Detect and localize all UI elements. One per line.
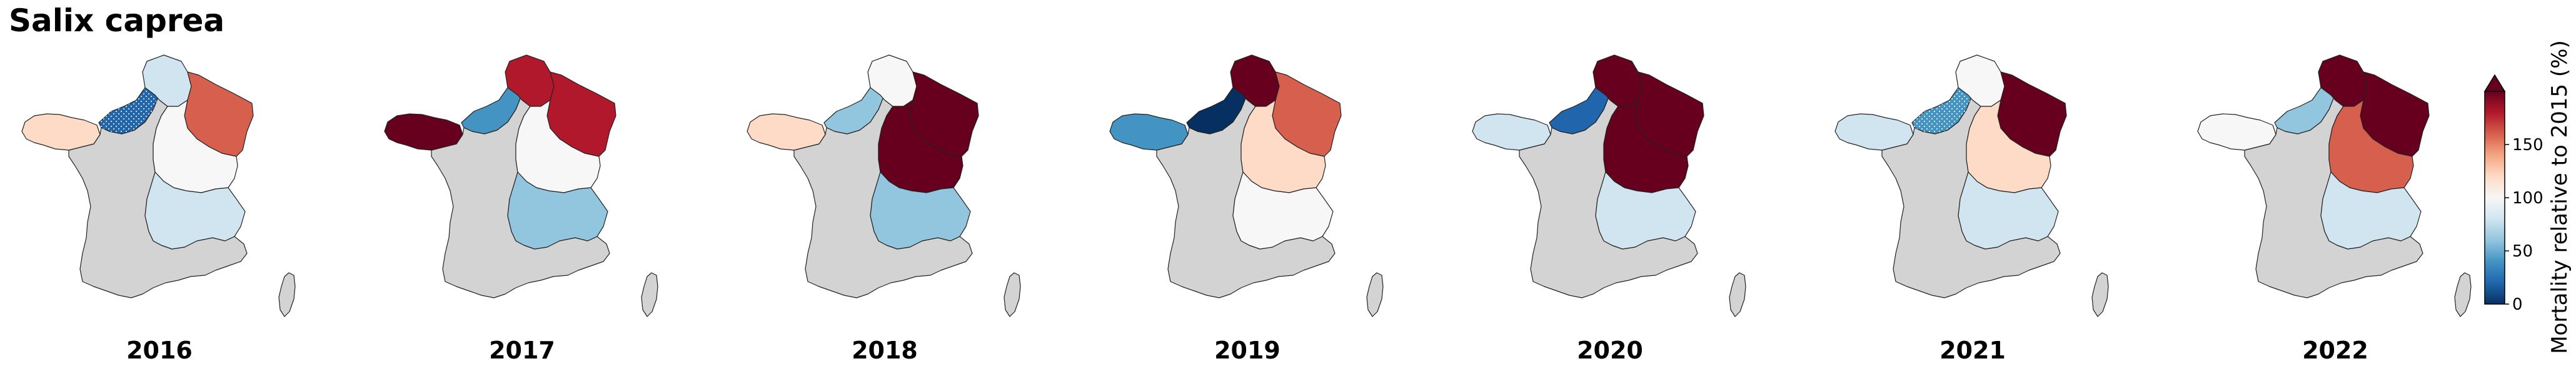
region-normandie-hatch	[1912, 80, 1971, 134]
year-label: 2017	[489, 337, 555, 364]
year-label: 2022	[2302, 337, 2368, 364]
region-auvergne-rh-ne-alpes	[507, 171, 608, 250]
region-bretagne	[21, 113, 101, 151]
region-auvergne-rh-ne-alpes	[870, 171, 971, 250]
year-label: 2019	[1214, 337, 1280, 364]
colorbar-label: Mortality relative to 2015 (%)	[2547, 40, 2572, 354]
map-panel-2020: 2020	[1472, 54, 1746, 364]
region-bretagne	[1834, 113, 1914, 151]
map-panel-2019: 2019	[1109, 54, 1384, 364]
year-label: 2020	[1577, 337, 1643, 364]
map-panel-2022: 2022	[2197, 54, 2472, 364]
region-bretagne	[384, 113, 463, 151]
region-normandie	[1186, 79, 1247, 135]
region-normandie	[1549, 79, 1609, 135]
region-auvergne-rh-ne-alpes	[1595, 171, 1696, 250]
region-bretagne	[1109, 113, 1189, 151]
colorbar-tick-label: 0	[2512, 295, 2523, 314]
region-corse	[1729, 272, 1746, 317]
colorbar-gradient	[2484, 91, 2505, 305]
region-corse	[1004, 272, 1021, 317]
colorbar-tick-label: 150	[2512, 136, 2543, 155]
region-auvergne-rh-ne-alpes	[1232, 171, 1334, 250]
colorbar-tick-label: 50	[2512, 242, 2533, 261]
map-panel-2018: 2018	[747, 54, 1021, 364]
region-corse	[1366, 272, 1384, 317]
region-auvergne-rh-ne-alpes	[2320, 171, 2422, 250]
colorbar: 0 50 100 150 Mortality relative to 2015 (%)	[2483, 40, 2572, 354]
region-corse	[641, 272, 658, 317]
region-auvergne-rh-ne-alpes	[1958, 171, 2059, 250]
map-panel-2017: 2017	[384, 54, 658, 364]
region-bretagne	[2197, 113, 2277, 151]
region-normandie	[461, 79, 521, 135]
region-auvergne-rh-ne-alpes	[144, 171, 246, 250]
map-panel-2021: 2021	[1834, 54, 2109, 364]
colorbar-extend-arrow	[2483, 74, 2506, 92]
colorbar-tick-label: 100	[2512, 189, 2543, 208]
region-corse	[2091, 272, 2109, 317]
region-corse	[278, 272, 296, 317]
region-corse	[2454, 272, 2472, 317]
map-panel-2016: 2016	[21, 54, 296, 364]
year-label: 2021	[1940, 337, 2006, 364]
region-normandie-hatch	[99, 80, 158, 134]
region-normandie	[823, 79, 884, 135]
region-bretagne	[1472, 113, 1551, 151]
map-title: Salix caprea	[9, 3, 225, 39]
region-normandie	[2274, 79, 2335, 135]
year-label: 2016	[126, 337, 193, 364]
year-label: 2018	[852, 337, 918, 364]
region-bretagne	[747, 113, 826, 151]
